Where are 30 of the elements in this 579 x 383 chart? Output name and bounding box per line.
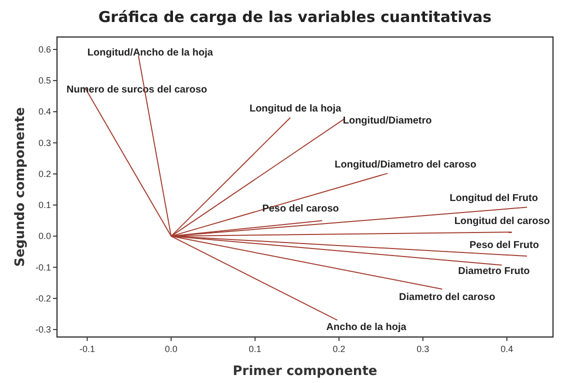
series-label: Longitud de la hoja bbox=[249, 104, 342, 115]
y-tick-label: 0.3 bbox=[38, 138, 51, 148]
x-tick-label: 0.3 bbox=[416, 344, 430, 354]
y-axis-title: Segundo componente bbox=[13, 107, 28, 267]
y-tick-label: -0.3 bbox=[35, 324, 51, 335]
series-label: Longitud/Ancho de la hoja bbox=[87, 48, 214, 59]
x-tick-label: 0.4 bbox=[500, 344, 514, 354]
y-tick-label: 0.5 bbox=[38, 76, 51, 86]
x-tick-label: 0.2 bbox=[332, 344, 346, 354]
series-label: Diametro del caroso bbox=[399, 292, 496, 304]
series-label: Ancho de la hoja bbox=[326, 322, 407, 334]
x-tick-label: 0.0 bbox=[164, 344, 178, 354]
y-tick-label: 0.1 bbox=[38, 200, 51, 210]
x-axis-title: Primer componente bbox=[232, 364, 378, 379]
y-tick-label: 0.2 bbox=[38, 168, 51, 179]
x-tick-label: 0.1 bbox=[248, 344, 262, 354]
y-tick-label: 0.4 bbox=[38, 106, 51, 117]
series-label: Longitud/Diametro bbox=[342, 116, 432, 127]
y-tick-label: 0.6 bbox=[38, 44, 51, 54]
chart-title: Gráfica de carga de las variables cuantitativas bbox=[98, 8, 492, 26]
series-label: Longitud del Fruto bbox=[450, 193, 538, 204]
y-tick-label: -0.1 bbox=[35, 262, 51, 272]
series-label: Peso del caroso bbox=[262, 204, 339, 215]
series-label: Longitud/Diametro del caroso bbox=[334, 159, 476, 170]
y-tick-label: -0.2 bbox=[35, 293, 51, 304]
x-tick-label: -0.1 bbox=[79, 344, 95, 354]
series-label: Longitud del caroso bbox=[454, 216, 550, 228]
series-label: Peso del Fruto bbox=[470, 240, 539, 252]
series-label: Diametro Fruto bbox=[458, 266, 530, 278]
y-tick-label: 0.0 bbox=[38, 231, 51, 242]
